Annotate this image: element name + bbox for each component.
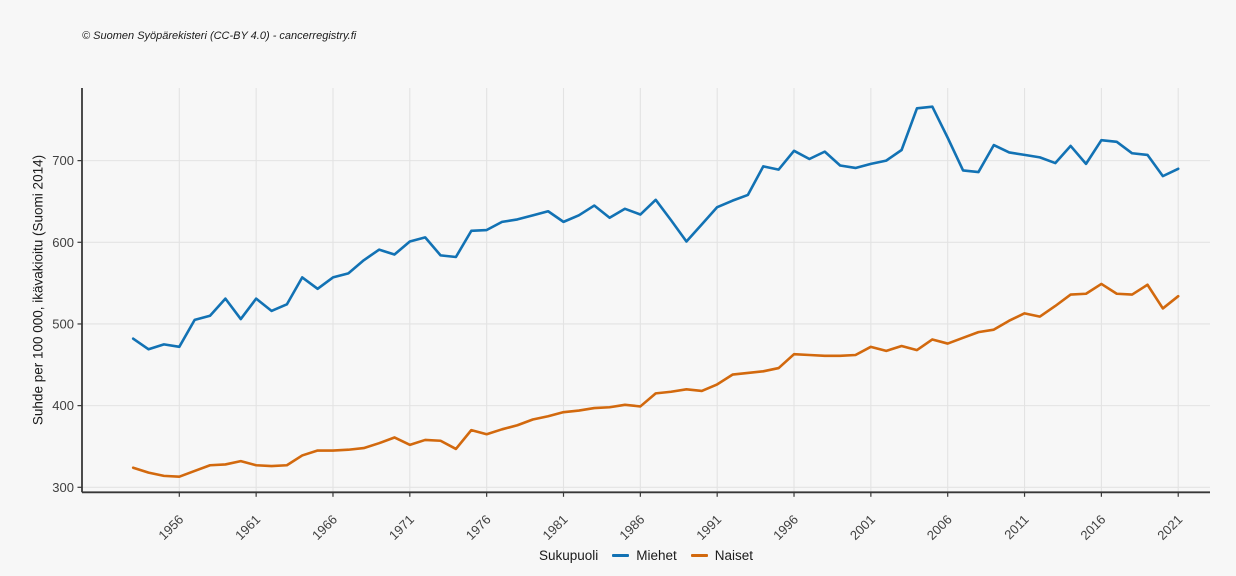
x-tick-label: 2001 — [847, 512, 878, 543]
x-tick-label: 1981 — [540, 512, 571, 543]
x-tick-label: 2011 — [1001, 512, 1031, 542]
naiset-line-swatch — [690, 554, 708, 557]
x-tick-label: 1956 — [155, 512, 186, 543]
x-tick-label: 1986 — [616, 512, 647, 543]
series-line-naiset — [131, 282, 1180, 478]
x-tick-label: 1976 — [463, 512, 494, 543]
y-tick-label: 600 — [52, 235, 74, 250]
legend-title: Sukupuoli — [538, 548, 599, 563]
x-tick-label: 2021 — [1154, 512, 1185, 543]
miehet-line-swatch — [612, 554, 630, 557]
legend-item-miehet: Miehet — [612, 548, 677, 563]
x-tick-label: 2016 — [1077, 512, 1108, 543]
copyright-note: © Suomen Syöpärekisteri (CC-BY 4.0) - ca… — [82, 30, 357, 42]
y-tick-label: 400 — [52, 398, 74, 413]
y-tick-label: 300 — [52, 480, 74, 495]
x-tick-label: 1961 — [232, 512, 263, 543]
legend-label-naiset: Naiset — [714, 548, 754, 563]
y-tick-label: 700 — [52, 153, 74, 168]
x-tick-label: 2006 — [924, 512, 955, 543]
legend-label-miehet: Miehet — [636, 548, 677, 563]
x-tick-label: 1966 — [309, 512, 340, 543]
x-tick-label: 1991 — [693, 512, 724, 543]
chart-legend: Sukupuoli Miehet Naiset — [82, 548, 1210, 563]
y-tick-label: 500 — [52, 316, 74, 331]
legend-item-naiset: Naiset — [690, 548, 754, 563]
x-tick-label: 1971 — [386, 512, 417, 543]
x-tick-label: 1996 — [770, 512, 801, 543]
series-line-miehet — [131, 105, 1180, 351]
